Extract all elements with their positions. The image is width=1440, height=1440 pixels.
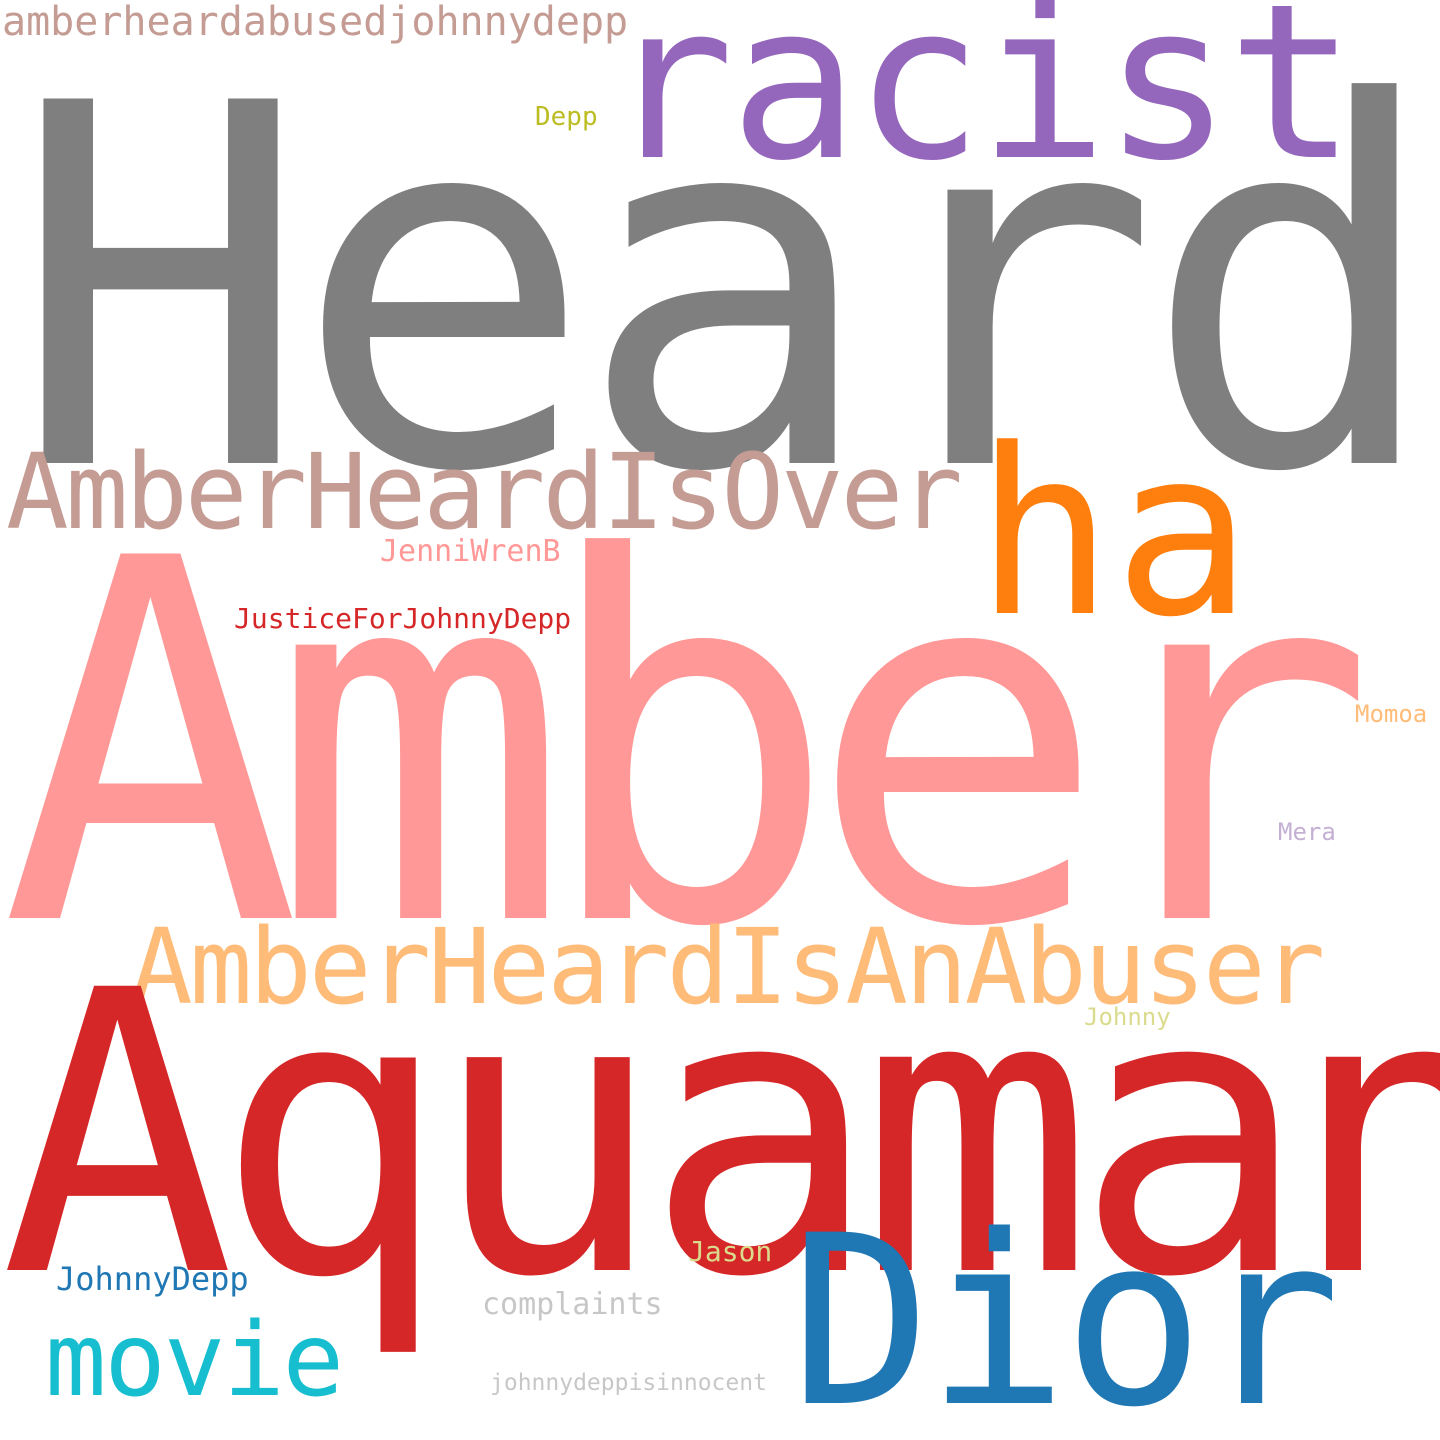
word-ha: ha <box>975 401 1252 668</box>
word-heard: Heard <box>10 0 1440 581</box>
word-dior: Dior <box>790 1186 1341 1440</box>
word-mera: Mera <box>1278 818 1336 846</box>
word-amber: Amber <box>0 454 1377 1036</box>
word-johnnydepp: JohnnyDepp <box>56 1260 249 1298</box>
word-amberheardisover: AmberHeardIsOver <box>6 431 963 553</box>
word-justiceforjohnnydepp: JusticeForJohnnyDepp <box>234 602 572 635</box>
word-aquaman: Aquaman <box>0 908 1440 1362</box>
word-johnny: Johnny <box>1084 1003 1171 1031</box>
word-amberheardabusedjohnnydepp: amberheardabusedjohnnydepp <box>2 0 629 45</box>
word-racist: racist <box>605 0 1357 208</box>
word-momoa: Momoa <box>1355 700 1428 728</box>
word-depp: Depp <box>535 102 598 132</box>
word-movie: movie <box>45 1301 344 1420</box>
word-jason: Jason <box>688 1235 773 1268</box>
word-complaints: complaints <box>482 1287 663 1322</box>
word-jenniwrenb: JenniWrenB <box>380 534 561 569</box>
word-johnnydeppisinnocent: johnnydeppisinnocent <box>490 1370 767 1396</box>
word-amberheardisanabuser: AmberHeardIsAnAbuser <box>130 906 1325 1028</box>
